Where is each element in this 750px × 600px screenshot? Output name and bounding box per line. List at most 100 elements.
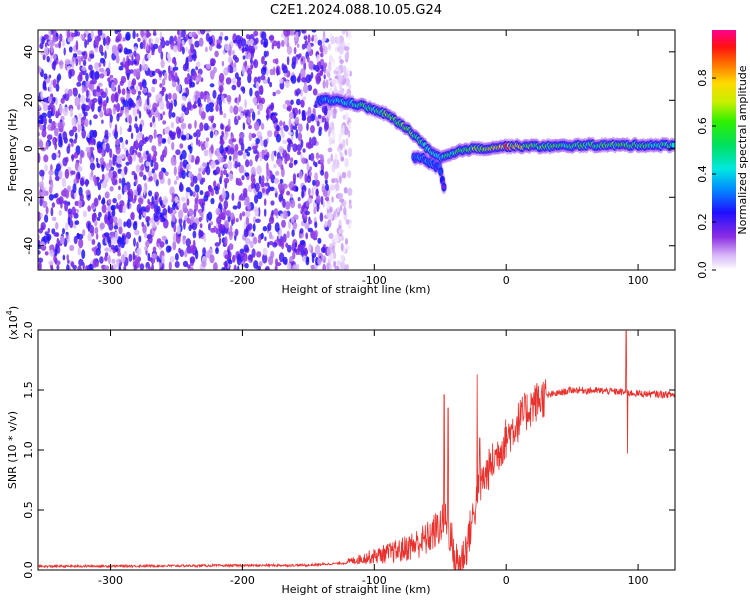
x-tick-label: 0 (503, 274, 510, 287)
noise-cell (234, 228, 239, 236)
noise-cell (119, 80, 124, 86)
noise-cell (327, 147, 333, 153)
noise-cell (91, 239, 96, 245)
spectrogram-x-ticks: -300 -200 -100 0 100 (98, 30, 649, 287)
noise-cell (175, 253, 179, 261)
noise-cell (130, 61, 134, 66)
noise-cell (48, 169, 54, 176)
noise-cell (59, 137, 63, 146)
noise-cell (323, 74, 326, 80)
noise-cell (254, 90, 260, 98)
noise-cell (344, 238, 349, 245)
noise-cell (105, 162, 110, 172)
noise-cell (271, 43, 274, 50)
noise-cell (304, 247, 308, 257)
noise-cell (234, 143, 239, 152)
noise-cell (249, 159, 253, 167)
noise-cell (101, 180, 108, 189)
noise-cell (81, 51, 86, 56)
noise-cell (44, 164, 48, 172)
noise-cell (86, 264, 90, 270)
noise-cell (178, 247, 182, 254)
noise-cell (114, 244, 119, 253)
noise-cell (40, 90, 43, 99)
noise-cell (260, 39, 264, 45)
noise-cell (212, 89, 217, 99)
noise-cell (185, 190, 189, 201)
noise-cell (83, 86, 88, 92)
noise-cell (116, 202, 119, 210)
noise-cell (293, 47, 297, 55)
noise-cell (346, 42, 351, 47)
noise-cell (125, 237, 129, 245)
noise-cell (72, 53, 78, 58)
noise-cell (102, 142, 107, 151)
noise-cell (145, 32, 152, 37)
noise-cell (252, 96, 258, 104)
noise-cell (74, 200, 80, 206)
noise-cell (249, 87, 253, 97)
noise-cell (151, 168, 155, 174)
noise-cell (267, 241, 270, 248)
noise-cell (237, 265, 240, 270)
noise-cell (146, 42, 149, 51)
noise-cell (186, 198, 190, 206)
noise-cell (226, 94, 232, 103)
noise-cell (328, 73, 331, 78)
noise-cell (328, 43, 331, 51)
noise-cell (174, 60, 177, 67)
noise-cell (270, 200, 275, 206)
noise-cell (115, 38, 120, 43)
noise-cell (297, 75, 301, 82)
noise-cell (318, 129, 322, 137)
noise-cell (67, 216, 71, 226)
noise-cell (56, 237, 60, 246)
noise-cell (128, 49, 132, 54)
colorbar-label: Normalized spectral amplitude (736, 65, 749, 234)
noise-cell (77, 74, 83, 82)
noise-cell (328, 232, 334, 239)
noise-cell (142, 211, 147, 217)
noise-cell (110, 166, 115, 171)
noise-cell (309, 136, 312, 145)
snr-scale-prefix: (x10 (7, 315, 20, 340)
noise-cell (94, 36, 98, 46)
noise-cell (242, 122, 246, 131)
noise-cell (236, 76, 242, 82)
noise-cell (142, 39, 146, 50)
noise-cell (287, 105, 292, 112)
noise-cell (198, 216, 202, 222)
snr-panel: -300 -200 -100 0 100 0.0 0.5 1.0 1.5 2.0 Height … (5, 306, 676, 596)
noise-cell (98, 67, 105, 73)
noise-cell (117, 218, 123, 228)
noise-cell (327, 63, 332, 73)
noise-cell (316, 120, 320, 127)
noise-cell (118, 178, 122, 184)
noise-cell (129, 145, 135, 156)
noise-cell (120, 170, 126, 177)
noise-cell (266, 50, 269, 57)
noise-cell (307, 84, 313, 92)
noise-cell (178, 209, 183, 220)
noise-cell (328, 130, 331, 138)
noise-cell (339, 59, 344, 64)
noise-cell (258, 175, 262, 185)
noise-cell (94, 71, 100, 80)
noise-cell (71, 117, 77, 127)
noise-cell (171, 192, 175, 203)
noise-cell (271, 115, 277, 122)
noise-cell (183, 219, 186, 230)
noise-cell (152, 246, 157, 253)
noise-cell (151, 145, 157, 152)
noise-cell (62, 131, 68, 141)
noise-cell (99, 110, 104, 118)
noise-cell (98, 211, 102, 218)
noise-cell (194, 119, 197, 129)
noise-cell (116, 259, 120, 268)
noise-cell (286, 230, 290, 239)
noise-cell (136, 33, 139, 38)
noise-cell (48, 193, 54, 201)
noise-cell (50, 43, 54, 54)
noise-cell (316, 202, 320, 213)
noise-cell (297, 203, 302, 209)
